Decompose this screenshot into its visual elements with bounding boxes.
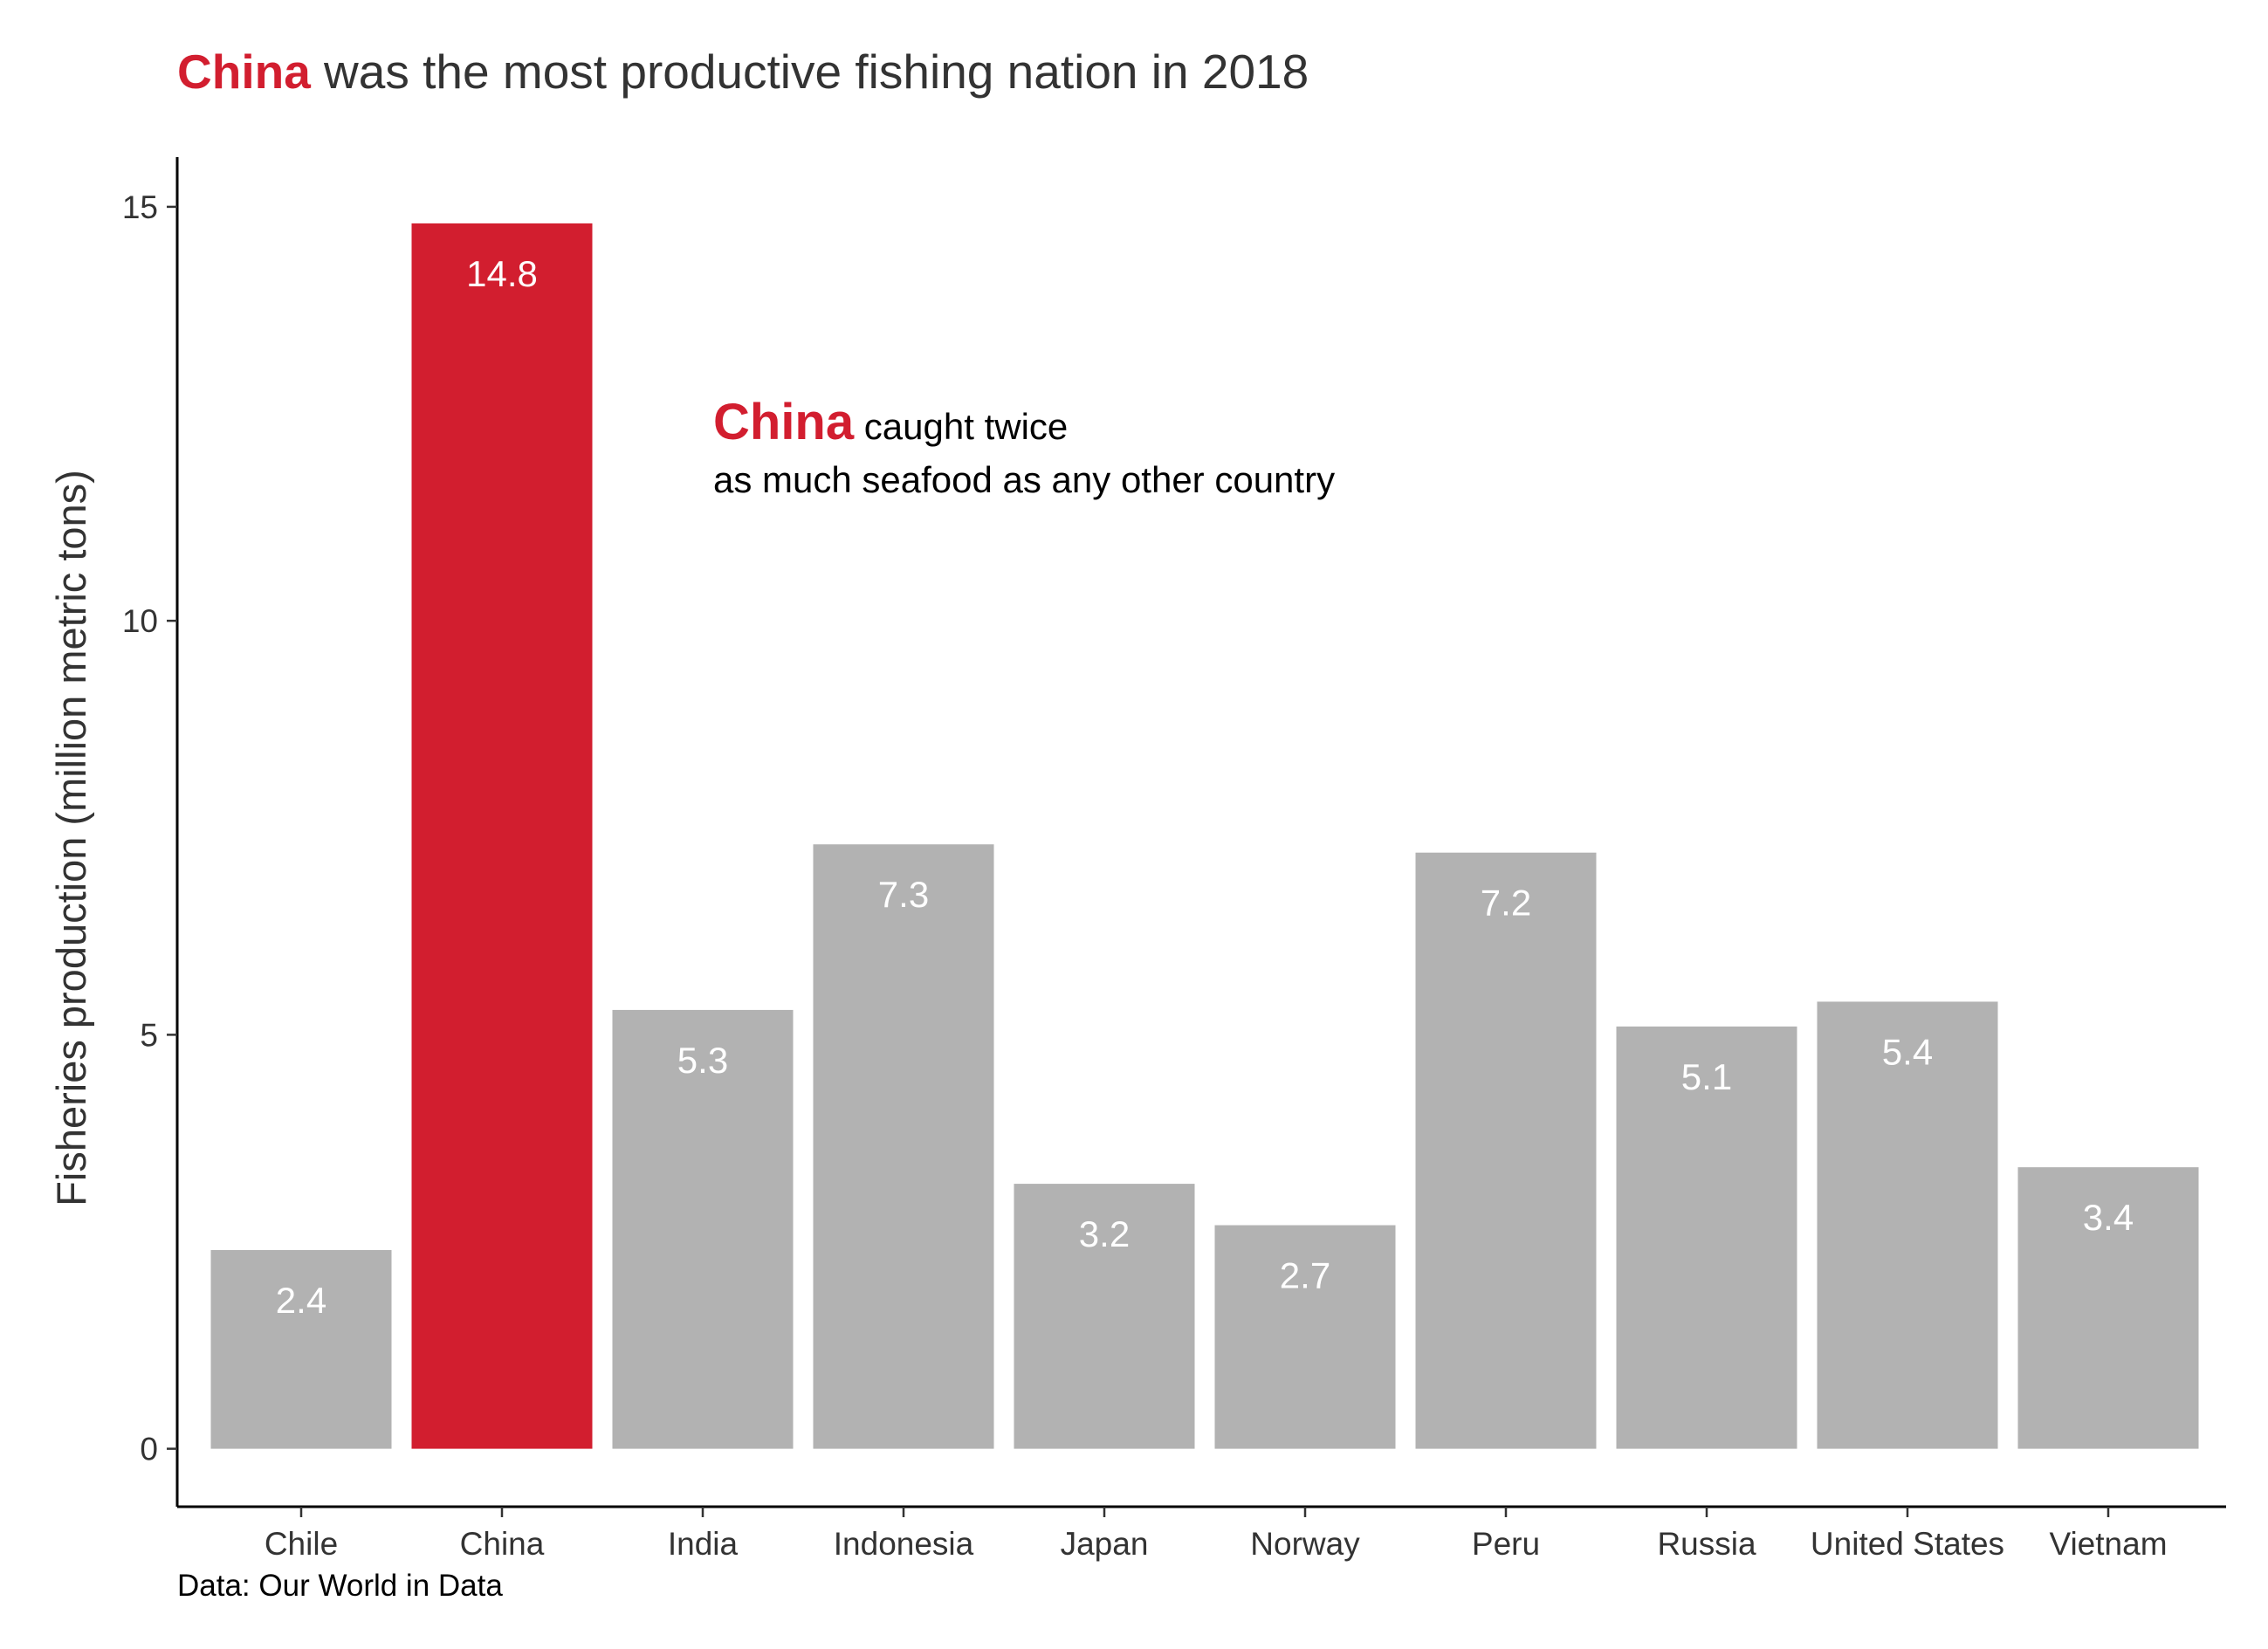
- bars-group: [210, 223, 2199, 1449]
- bar-value-label-norway: 2.7: [1280, 1255, 1330, 1296]
- bar-japan: [1014, 1184, 1195, 1449]
- x-tick-label-united-states: United States: [1811, 1526, 2004, 1562]
- bar-china: [411, 223, 593, 1449]
- bar-value-label-japan: 3.2: [1079, 1213, 1130, 1254]
- bar-labels-group: 2.4 14.8 5.3 7.3 3.2 2.7 7.2 5.1 5.4 3.4: [276, 253, 2134, 1321]
- bar-indonesia: [813, 844, 994, 1449]
- bar-vietnam: [2017, 1167, 2199, 1449]
- x-tick-label-peru: Peru: [1472, 1526, 1540, 1562]
- bar-value-label-peru: 7.2: [1481, 883, 1531, 924]
- chart-title-highlight: China: [177, 45, 311, 99]
- bar-russia: [1616, 1026, 1797, 1449]
- bar-value-label-vietnam: 3.4: [2083, 1197, 2134, 1238]
- y-tick-label-5: 5: [140, 1017, 158, 1053]
- y-tick-label-10: 10: [122, 603, 158, 639]
- annotation-highlight: China: [713, 394, 855, 450]
- x-tick-label-japan: Japan: [1061, 1526, 1149, 1562]
- annotation-line-1-rest: caught twice: [854, 406, 1068, 447]
- bar-united-states: [1817, 1001, 1998, 1449]
- chart-title: China was the most productive fishing na…: [177, 45, 1309, 99]
- bar-chile: [210, 1249, 392, 1449]
- annotation-line-2: as much seafood as any other country: [713, 459, 1335, 500]
- bar-norway: [1214, 1225, 1396, 1449]
- x-tick-label-chile: Chile: [265, 1526, 338, 1562]
- bar-value-label-indonesia: 7.3: [878, 874, 929, 915]
- x-tick-label-norway: Norway: [1250, 1526, 1360, 1562]
- chart-title-rest: was the most productive fishing nation i…: [311, 45, 1309, 99]
- annotation-line-1: China caught twice: [713, 394, 1068, 450]
- bar-value-label-united-states: 5.4: [1882, 1031, 1933, 1072]
- y-tick-label-15: 15: [122, 189, 158, 225]
- caption: Data: Our World in Data: [177, 1569, 503, 1603]
- x-ticks-group: Chile China India Indonesia Japan Norway Peru R…: [265, 1507, 2168, 1562]
- y-axis-title: Fisheries production (million metric ton…: [48, 470, 94, 1206]
- bar-india: [612, 1009, 794, 1449]
- x-tick-label-russia: Russia: [1657, 1526, 1756, 1562]
- x-tick-label-vietnam: Vietnam: [2049, 1526, 2167, 1562]
- bar-value-label-india: 5.3: [677, 1040, 728, 1081]
- bar-value-label-chile: 2.4: [276, 1280, 326, 1321]
- bar-value-label-russia: 5.1: [1681, 1056, 1732, 1097]
- y-tick-label-0: 0: [140, 1432, 158, 1467]
- x-tick-label-indonesia: Indonesia: [834, 1526, 974, 1562]
- x-tick-label-china: China: [460, 1526, 545, 1562]
- y-ticks-group: 0 5 10 15: [122, 189, 177, 1467]
- bar-value-label-china: 14.8: [466, 253, 538, 294]
- bar-peru: [1415, 852, 1597, 1449]
- x-tick-label-india: India: [668, 1526, 739, 1562]
